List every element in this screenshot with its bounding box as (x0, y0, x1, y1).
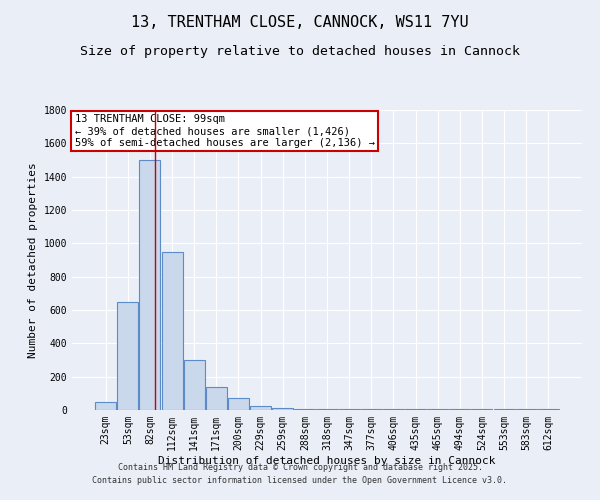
Bar (184, 360, 205, 410)
Bar (538, 409, 559, 410)
Bar (95, 402, 116, 410)
Text: Contains HM Land Registry data © Crown copyright and database right 2025.
Contai: Contains HM Land Registry data © Crown c… (92, 464, 508, 485)
Text: Size of property relative to detached houses in Cannock: Size of property relative to detached ho… (80, 45, 520, 58)
Bar (316, 409, 338, 410)
Bar (250, 406, 271, 410)
Bar (206, 386, 227, 410)
Bar (449, 409, 470, 410)
Bar (272, 408, 293, 410)
Bar (383, 409, 404, 410)
Bar (139, 160, 160, 410)
Bar (228, 398, 249, 410)
Y-axis label: Number of detached properties: Number of detached properties (28, 162, 38, 358)
Bar (427, 409, 448, 410)
Bar (494, 409, 515, 410)
Bar (515, 409, 536, 410)
Bar (405, 409, 426, 410)
Bar (161, 252, 182, 410)
Bar (118, 302, 139, 410)
Bar (338, 409, 359, 410)
Bar (361, 409, 382, 410)
Bar (295, 409, 316, 410)
Text: 13 TRENTHAM CLOSE: 99sqm
← 39% of detached houses are smaller (1,426)
59% of sem: 13 TRENTHAM CLOSE: 99sqm ← 39% of detach… (74, 114, 374, 148)
Bar (472, 409, 493, 410)
Text: 13, TRENTHAM CLOSE, CANNOCK, WS11 7YU: 13, TRENTHAM CLOSE, CANNOCK, WS11 7YU (131, 15, 469, 30)
X-axis label: Distribution of detached houses by size in Cannock: Distribution of detached houses by size … (158, 456, 496, 466)
